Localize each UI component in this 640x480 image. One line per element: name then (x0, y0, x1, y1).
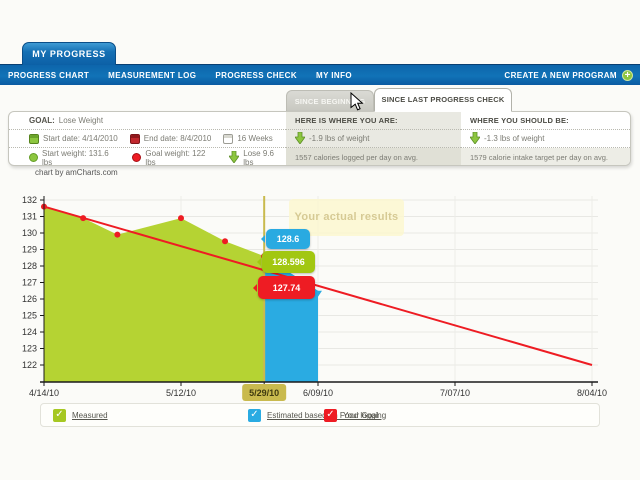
estimated-end-marker (314, 290, 322, 297)
goal-panel: GOAL: Lose Weight Start date: 4/14/2010 … (8, 111, 631, 166)
mouse-cursor (350, 92, 364, 111)
selected-date-badge (242, 384, 287, 401)
x-tick-label: 8/04/10 (577, 388, 607, 398)
measured-bullet (80, 215, 87, 222)
y-tick-label: 124 (22, 327, 37, 337)
chart-tooltip: Your actual results (289, 199, 404, 236)
here-calories: 1557 calories logged per day on avg. (286, 148, 461, 165)
down-arrow-icon (294, 131, 306, 146)
legend-item-goal[interactable]: ✓ Your Goal (324, 404, 378, 426)
nav-items: PROGRESS CHART MEASUREMENT LOG PROGRESS … (0, 71, 352, 80)
legend-label[interactable]: Your Goal (343, 410, 379, 420)
should-calories: 1579 calorie intake target per day on av… (461, 148, 630, 165)
here-title: HERE IS WHERE YOU ARE: (286, 112, 461, 130)
chart-legend: ✓ Measured ✓ Estimated based on Food log… (40, 403, 600, 427)
balloon-measured: 128.596 (257, 251, 315, 273)
start-date: Start date: 4/14/2010 (43, 134, 118, 143)
here-weight: -1.9 lbs of weight (309, 134, 370, 143)
balloon-goal: 127.74 (253, 276, 315, 299)
end-date: End date: 8/4/2010 (143, 134, 212, 143)
legend-label[interactable]: Measured (72, 410, 108, 420)
nav-my-info[interactable]: MY INFO (316, 70, 353, 80)
y-tick-label: 132 (22, 195, 37, 205)
goal-row: GOAL: Lose Weight (9, 112, 286, 130)
series-area-0 (44, 206, 265, 382)
should-column: WHERE YOU SHOULD BE: -1.3 lbs of weight … (461, 112, 630, 165)
calendar-duration-icon (223, 133, 234, 144)
x-tick-label: 6/09/10 (303, 388, 333, 398)
checkbox-measured-icon[interactable]: ✓ (53, 408, 66, 422)
dates-row: Start date: 4/14/2010 End date: 8/4/2010… (9, 130, 286, 148)
here-column: HERE IS WHERE YOU ARE: -1.9 lbs of weigh… (286, 112, 461, 165)
nav-progress-chart[interactable]: PROGRESS CHART (8, 70, 90, 80)
checkbox-estimated-icon[interactable]: ✓ (248, 408, 261, 422)
checkbox-goal-icon[interactable]: ✓ (324, 408, 337, 422)
series-area-1 (264, 256, 318, 382)
start-weight-dot-icon (29, 153, 38, 162)
x-tick-label: 7/07/10 (440, 388, 470, 398)
lose-amount: Lose 9.6 lbs (243, 148, 274, 166)
should-weight-row: -1.3 lbs of weight (461, 130, 630, 148)
weights-row: Start weight: 131.6 lbs Goal weight: 122… (9, 148, 286, 166)
should-weight: -1.3 lbs of weight (484, 134, 545, 143)
goal-weight: Goal weight: 122 lbs (145, 148, 206, 166)
y-tick-label: 131 (22, 212, 37, 222)
y-tick-label: 129 (22, 245, 37, 255)
y-tick-label: 130 (22, 228, 37, 238)
start-weight: Start weight: 131.6 lbs (42, 148, 109, 166)
x-tick-label: 5/12/10 (166, 388, 196, 398)
y-tick-label: 128 (22, 261, 37, 271)
y-tick-label: 122 (22, 360, 37, 370)
should-title: WHERE YOU SHOULD BE: (461, 112, 630, 130)
measured-bullet (178, 215, 184, 222)
down-arrow-icon (228, 150, 241, 165)
goal-column: GOAL: Lose Weight Start date: 4/14/2010 … (9, 112, 286, 165)
goal-weight-dot-icon (132, 153, 142, 162)
y-tick-label: 127 (22, 278, 37, 288)
y-tick-label: 125 (22, 311, 37, 321)
amcharts-credit[interactable]: chart by amCharts.com (35, 168, 118, 177)
plus-icon: + (622, 69, 633, 81)
nav-progress-check[interactable]: PROGRESS CHECK (215, 70, 298, 80)
measured-bullet (222, 238, 229, 245)
tab-since-last-progress-check[interactable]: SINCE LAST PROGRESS CHECK (374, 88, 512, 112)
legend-item-measured[interactable]: ✓ Measured (53, 404, 108, 426)
y-tick-label: 126 (22, 294, 37, 304)
goal-label: GOAL: (29, 116, 55, 125)
main-nav: PROGRESS CHART MEASUREMENT LOG PROGRESS … (0, 64, 640, 85)
here-weight-row: -1.9 lbs of weight (286, 130, 461, 148)
x-tick-label: 4/14/10 (29, 388, 59, 398)
create-new-program-label: CREATE A NEW PROGRAM (504, 70, 617, 80)
goal-value: Lose Weight (58, 116, 104, 125)
duration: 16 Weeks (237, 134, 273, 143)
x-tick-label-selected: 5/29/10 (249, 388, 279, 398)
nav-measurement-log[interactable]: MEASUREMENT LOG (108, 70, 197, 80)
tab-my-progress[interactable]: MY PROGRESS (22, 42, 116, 65)
series-line-2 (43, 205, 593, 366)
calendar-start-icon (29, 133, 39, 144)
measured-bullet (114, 231, 121, 238)
down-arrow-icon (469, 131, 481, 146)
create-new-program-button[interactable]: CREATE A NEW PROGRAM + (504, 69, 640, 81)
calendar-end-icon (129, 133, 140, 144)
balloon-estimated: 128.6 (261, 229, 310, 249)
y-tick-label: 123 (22, 344, 37, 354)
